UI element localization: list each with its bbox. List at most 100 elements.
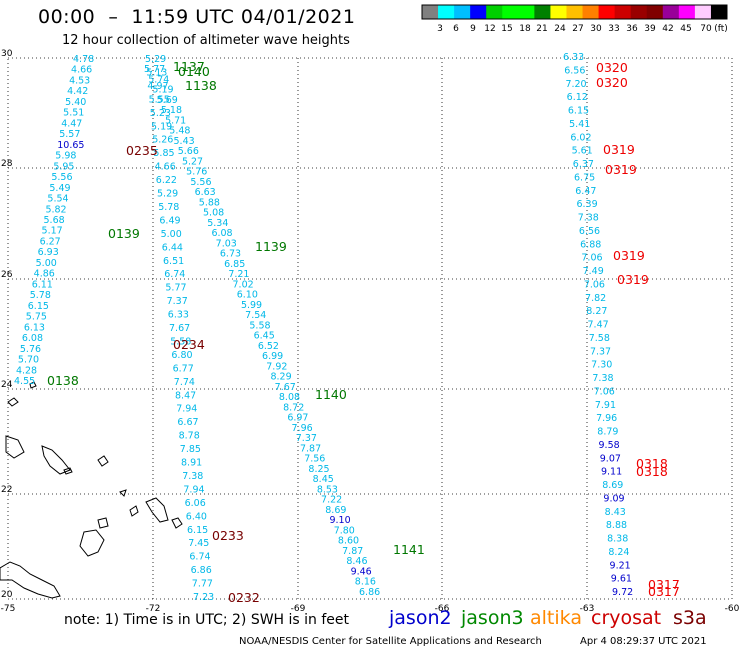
swh-value: 7.67 <box>169 323 190 334</box>
colorbar-label: 45 <box>680 24 691 34</box>
swh-value: 6.56 <box>579 226 600 237</box>
latitude-label: 24 <box>1 380 13 390</box>
swh-value: 6.80 <box>171 350 192 361</box>
colorbar-swatch <box>662 5 680 19</box>
swh-value: 5.98 <box>55 151 76 162</box>
swh-value: 6.33 <box>563 52 584 63</box>
pass-time-label: 0138 <box>47 373 79 388</box>
swh-value: 5.78 <box>158 202 179 213</box>
colorbar-label: 70 <box>700 24 712 34</box>
latitude-label: 22 <box>1 485 12 495</box>
swh-value: 8.60 <box>338 536 359 547</box>
longitude-label: -72 <box>146 604 161 614</box>
page-title: 00:00 – 11:59 UTC 04/01/2021 <box>38 6 356 28</box>
swh-value: 8.69 <box>602 480 623 491</box>
swh-value: 6.08 <box>211 228 232 239</box>
cuba-coast <box>0 561 61 599</box>
swh-value: 9.72 <box>612 587 633 598</box>
swh-value: 5.75 <box>26 312 47 323</box>
colorbar-label: 42 <box>662 24 673 34</box>
swh-value: 9.61 <box>611 574 632 585</box>
swh-value: 6.15 <box>568 106 589 117</box>
page-subtitle: 12 hour collection of altimeter wave hei… <box>62 33 350 48</box>
swh-value: 5.27 <box>182 156 203 167</box>
swh-value: 7.87 <box>300 443 321 454</box>
island-shape <box>29 381 37 389</box>
pass-time-label: 0232 <box>228 590 260 605</box>
color-legend: 3 6 9 12 15 18 21 24 27 30 33 36 39 42 45 70 (ft) <box>421 4 728 34</box>
swh-value: 6.63 <box>195 187 216 198</box>
swh-value: 8.38 <box>607 534 628 545</box>
swh-value: 5.61 <box>572 146 593 157</box>
pass-time-label: 0319 <box>603 142 635 157</box>
swh-value: 7.02 <box>233 279 254 290</box>
colorbar-label: 27 <box>572 24 583 34</box>
swh-value: 6.52 <box>258 341 279 352</box>
swh-value: 6.85 <box>224 259 245 270</box>
swh-value: 6.74 <box>164 269 185 280</box>
swh-value: 7.06 <box>581 253 602 264</box>
pass-time-label: 0319 <box>613 248 645 263</box>
island-shape <box>5 435 25 459</box>
swh-value: 9.58 <box>599 440 620 451</box>
island-shape <box>171 517 183 529</box>
colorbar-label: 18 <box>519 24 531 34</box>
swh-value: 6.74 <box>189 552 210 563</box>
swh-value: 6.02 <box>570 132 591 143</box>
swh-value: 5.29 <box>145 54 166 65</box>
swh-value: 8.88 <box>606 520 627 531</box>
pass-time-label: 0318 <box>636 464 668 479</box>
legend-jason3: jason3 <box>461 607 524 629</box>
swh-value: 8.78 <box>179 431 200 442</box>
swh-value: 6.75 <box>574 172 595 183</box>
swh-value: 6.22 <box>156 175 177 186</box>
swh-value: 4.66 <box>155 162 176 173</box>
swh-value: 4.78 <box>73 54 94 65</box>
swh-value: 5.43 <box>174 136 195 147</box>
pass-time-label: 1138 <box>185 78 217 93</box>
swh-value: 8.69 <box>325 505 346 516</box>
pass-time-label: 1140 <box>315 387 347 402</box>
swh-value: 6.56 <box>564 65 585 76</box>
swh-value: 5.29 <box>157 189 178 200</box>
colorbar-label: 3 <box>437 24 443 34</box>
swh-value: 8.72 <box>283 402 304 413</box>
swh-value: 7.37 <box>296 433 317 444</box>
latitude-label: 28 <box>1 159 13 169</box>
swh-value: 6.40 <box>186 511 207 522</box>
swh-value: 4.86 <box>34 269 55 280</box>
latitude-label: 20 <box>1 590 13 600</box>
pass-time-label: 0318 <box>636 456 668 471</box>
colorbar-swatch <box>534 5 551 19</box>
swh-value: 7.06 <box>594 386 615 397</box>
colorbar-label: 9 <box>470 24 476 34</box>
swh-value: 5.08 <box>203 208 224 219</box>
pass-time-label: 0317 <box>648 584 680 599</box>
longitude-label: -60 <box>725 604 740 614</box>
swh-value: 5.85 <box>153 148 174 159</box>
colorbar-swatch <box>454 5 471 19</box>
swh-value: 9.10 <box>329 515 350 526</box>
swh-value: 8.29 <box>270 372 291 383</box>
swh-value: 7.03 <box>216 238 237 249</box>
colorbar-swatch <box>614 5 632 19</box>
colorbar-swatch <box>678 5 696 19</box>
swh-value: 5.18 <box>161 105 182 116</box>
swh-value: 8.46 <box>346 556 367 567</box>
pass-time-label: 0317 <box>648 577 680 592</box>
pass-time-label: 0319 <box>605 162 637 177</box>
swh-value: 5.82 <box>45 204 66 215</box>
swh-value: 6.10 <box>237 290 258 301</box>
swh-value: 5.78 <box>30 290 51 301</box>
swh-value: 5.76 <box>20 344 41 355</box>
swh-value: 4.47 <box>61 118 82 129</box>
swh-value: 6.47 <box>575 186 596 197</box>
swh-value: 7.67 <box>275 382 296 393</box>
island-shape <box>97 517 109 529</box>
swh-value: 7.49 <box>583 266 604 277</box>
swh-value: 4.55 <box>14 376 35 387</box>
pass-time-label: 1141 <box>393 542 425 557</box>
swh-value: 8.08 <box>279 392 300 403</box>
